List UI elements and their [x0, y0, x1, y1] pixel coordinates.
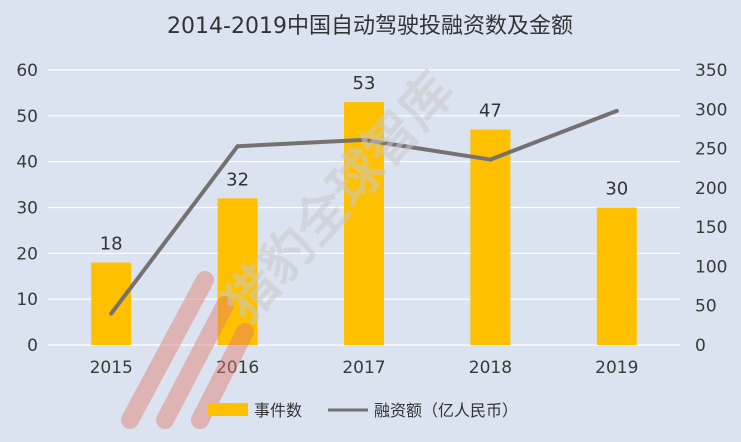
left-axis-tick-label: 60 [16, 61, 38, 81]
left-axis-ticks: 0 10 20 30 40 50 60 [16, 61, 38, 356]
left-axis-tick-label: 10 [16, 290, 38, 310]
x-axis-ticks: 2015 2016 2017 2018 2019 [90, 358, 639, 378]
right-axis-tick-label: 200 [695, 179, 727, 199]
chart-title: 2014-2019中国自动驾驶投融资数及金额 [167, 14, 573, 39]
bar-data-label: 18 [100, 234, 123, 255]
left-axis-tick-label: 30 [16, 199, 38, 219]
x-axis-tick-label: 2018 [469, 358, 512, 378]
right-axis-tick-label: 150 [695, 218, 727, 238]
bar [217, 198, 258, 345]
bar [596, 207, 637, 345]
right-axis-ticks: 0 50 100 150 200 250 300 350 [695, 61, 727, 356]
bar-data-label: 47 [479, 101, 502, 122]
line-point [235, 144, 240, 149]
left-axis-tick-label: 20 [16, 244, 38, 264]
right-axis-tick-label: 350 [695, 61, 727, 81]
watermark-logo [121, 271, 254, 429]
right-axis-tick-label: 100 [695, 257, 727, 277]
legend-bar-label: 事件数 [254, 401, 302, 420]
bar-data-label: 32 [226, 169, 249, 190]
x-axis-tick-label: 2017 [342, 358, 385, 378]
line-series [109, 108, 619, 316]
legend: 事件数 融资额（亿人民币） [208, 401, 518, 420]
line-point [109, 311, 114, 316]
legend-bar-swatch [208, 403, 248, 416]
legend-line-label: 融资额（亿人民币） [374, 401, 518, 420]
x-axis-tick-label: 2016 [216, 358, 259, 378]
bar [470, 129, 511, 345]
right-axis-tick-label: 300 [695, 100, 727, 120]
right-axis-tick-label: 50 [695, 297, 717, 317]
left-axis-tick-label: 50 [16, 107, 38, 127]
line-point [362, 137, 366, 142]
left-axis-tick-label: 40 [16, 153, 38, 173]
bar-data-label: 30 [605, 179, 628, 200]
watermark-text: 猎豹全球智库 [213, 62, 466, 334]
line-point [614, 108, 619, 113]
right-axis-tick-label: 250 [695, 140, 727, 160]
left-axis-tick-label: 0 [27, 336, 38, 356]
bar [91, 262, 132, 345]
line-point [488, 157, 493, 162]
right-axis-tick-label: 0 [695, 336, 706, 356]
x-axis-tick-label: 2019 [595, 358, 638, 378]
x-axis-tick-label: 2015 [90, 358, 133, 378]
bar-data-label: 53 [353, 73, 376, 94]
